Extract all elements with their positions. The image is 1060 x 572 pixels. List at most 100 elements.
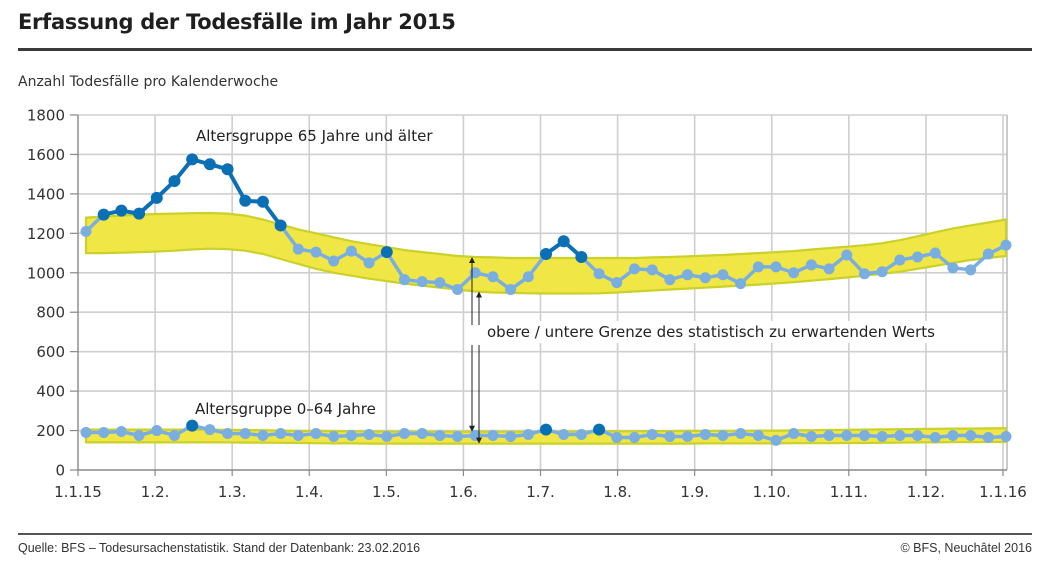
series-0-point [611, 277, 623, 289]
series-1-point [699, 429, 711, 440]
series-0-point [310, 246, 322, 258]
title-divider [18, 48, 1032, 51]
series-0-point-excess [540, 248, 552, 261]
series-0-point [982, 248, 994, 260]
series-1-point [398, 428, 410, 440]
series-1-point [947, 429, 959, 441]
series-1-point [239, 428, 251, 440]
series-0-point [487, 271, 499, 283]
series-1-point [770, 434, 782, 446]
series-1-point [558, 429, 570, 440]
annotations: Altersgruppe 65 Jahre und älter Altersgr… [195, 127, 939, 444]
x-tick-label: 1.11. [830, 483, 868, 501]
series-0-point [929, 247, 941, 259]
series-1-point [310, 428, 322, 440]
y-tick-label: 400 [36, 383, 65, 401]
series-1-point [257, 429, 269, 441]
series-0-point [717, 269, 729, 281]
series-0-point [965, 264, 977, 276]
series-0-point-excess [575, 251, 588, 263]
series-0-point-excess [133, 207, 146, 220]
series-0-point-excess [274, 219, 287, 232]
series-1-point [611, 431, 623, 443]
series-0-point [858, 268, 870, 280]
series-0-point [522, 271, 534, 283]
series-0-point-excess [168, 175, 181, 188]
series-0-point [805, 259, 817, 271]
series-0-point-excess [186, 153, 199, 166]
x-tick-label: 1.12. [907, 483, 945, 501]
annotation-65-plus: Altersgruppe 65 Jahre und älter [196, 127, 433, 145]
y-tick-label: 600 [36, 343, 65, 361]
series-0-point [841, 249, 853, 261]
series-1-point [115, 426, 127, 438]
x-tick-label: 1.6. [449, 483, 478, 501]
series-1-point-excess [186, 419, 199, 432]
series-1-point [275, 428, 287, 440]
series-0-point [876, 266, 888, 278]
series-1-point [788, 428, 800, 440]
y-tick-label: 0 [55, 462, 65, 480]
series-1-point [522, 429, 534, 440]
series-lines [84, 157, 1008, 443]
chart-title: Erfassung der Todesfälle im Jahr 2015 [18, 10, 456, 34]
series-0-point [682, 269, 694, 281]
series-0-point [947, 262, 959, 274]
x-tick-label: 1.9. [680, 483, 709, 501]
series-0-point-excess [256, 195, 269, 208]
series-1-point [452, 430, 464, 442]
series-1-point [345, 429, 357, 441]
series-1-point [912, 429, 924, 441]
band-0 [84, 211, 1008, 295]
series-1-point [646, 429, 658, 440]
series-1-point [505, 430, 517, 442]
x-tick-label: 1.1.15 [54, 483, 102, 501]
annotation-background [484, 321, 939, 343]
series-0-point-excess [203, 158, 216, 171]
x-tick-label: 1.2. [141, 483, 170, 501]
series-1-point [929, 431, 941, 443]
x-tick-label: 1.10. [753, 483, 791, 501]
series-0-point [699, 272, 711, 284]
series-0-point-excess [97, 208, 110, 221]
series-0-point [398, 274, 410, 286]
series-0-point [770, 261, 782, 273]
series-0-point [593, 268, 605, 280]
series-1-point-excess [593, 423, 606, 436]
series-1-point [487, 429, 499, 441]
series-1-point [735, 428, 747, 440]
series-1-point [80, 427, 92, 439]
series-0-point [434, 277, 446, 289]
series-1-point [841, 429, 853, 441]
y-tick-label: 200 [36, 422, 65, 440]
series-0-point [646, 264, 658, 276]
series-1-point [328, 430, 340, 442]
x-tick-label: 1.4. [295, 483, 324, 501]
series-0-point [505, 284, 517, 296]
series-1-point [752, 429, 764, 441]
series-1-point [858, 429, 870, 441]
series-0-point [628, 263, 640, 275]
series-0-point [1000, 239, 1012, 251]
annotation-band-bounds: obere / untere Grenze des statistisch zu… [487, 323, 935, 341]
series-1-point [151, 425, 163, 437]
y-tick-label: 1800 [27, 107, 65, 125]
series-0-point [823, 263, 835, 275]
series-0-point-excess [115, 204, 128, 217]
axes: 0 200 400 600 800 1000 1200 1400 1600 1800 1.1.15 1… [27, 107, 1027, 502]
y-tick-label: 1200 [27, 225, 65, 243]
series-1-point [363, 429, 375, 440]
series-0-point [363, 257, 375, 269]
series-0-point [416, 276, 428, 288]
y-tick-label: 1400 [27, 185, 65, 203]
y-tick-label: 800 [36, 304, 65, 322]
y-tick-label: 1000 [27, 264, 65, 282]
x-tick-label: 1.7. [526, 483, 555, 501]
annotation-0-64: Altersgruppe 0–64 Jahre [195, 400, 376, 418]
series-1-point [1000, 430, 1012, 442]
series-0-point [328, 255, 340, 267]
y-tick-label: 1600 [27, 146, 65, 164]
series-0-point [80, 225, 92, 237]
y-axis-title: Anzahl Todesfälle pro Kalenderwoche [18, 74, 279, 90]
